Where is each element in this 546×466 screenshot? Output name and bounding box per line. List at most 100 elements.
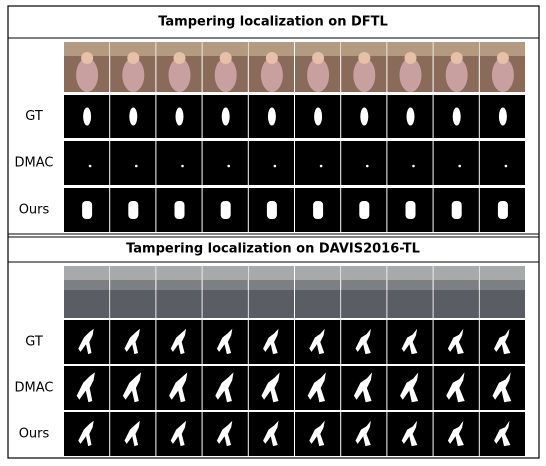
mask-shape <box>406 107 415 126</box>
mask-shape <box>129 107 138 126</box>
frame-detail <box>479 290 525 318</box>
mask-shape <box>504 164 508 168</box>
mask-shape <box>174 201 185 219</box>
frame-face <box>358 52 371 64</box>
mask-shape <box>366 164 369 168</box>
frame-detail <box>110 42 156 56</box>
mask-background <box>202 141 248 185</box>
mask-shape <box>76 372 95 403</box>
mask-shape <box>220 201 231 219</box>
frame-detail <box>295 266 341 280</box>
mask-shape <box>263 420 279 447</box>
mask-shape <box>452 107 461 126</box>
mask-shape <box>405 201 416 219</box>
mask-shape <box>122 372 142 403</box>
mask-shape <box>447 420 464 447</box>
frame-detail <box>387 266 433 280</box>
frame-detail <box>110 266 156 280</box>
mask-shape <box>170 420 187 447</box>
mask-shape <box>360 107 369 126</box>
mask-shape <box>313 201 324 219</box>
row-label: GT <box>25 335 43 350</box>
frame-detail <box>156 266 202 280</box>
mask-shape <box>175 107 184 126</box>
frame-person <box>76 58 99 92</box>
mask-shape <box>128 201 139 219</box>
frame-person <box>353 58 376 92</box>
mask-shape <box>355 328 371 355</box>
mask-shape <box>170 328 187 355</box>
mask-shape <box>169 372 188 403</box>
mask-shape <box>227 164 230 168</box>
row-label: Ours <box>19 427 50 442</box>
frame-face <box>312 52 325 64</box>
section-title: Tampering localization on DFTL <box>158 15 388 30</box>
mask-background <box>387 141 433 185</box>
mask-shape <box>307 372 326 403</box>
mask-background <box>295 141 341 185</box>
frame-detail <box>341 266 387 280</box>
frame-detail <box>110 290 156 318</box>
mask-shape <box>124 328 140 355</box>
mask-background <box>64 141 110 185</box>
row-label: DMAC <box>15 156 54 171</box>
mask-background <box>156 141 202 185</box>
frame-person <box>399 58 422 92</box>
mask-shape <box>494 420 511 447</box>
mask-background <box>479 141 525 185</box>
mask-shape <box>319 164 323 168</box>
frame-detail <box>433 42 479 56</box>
mask-shape <box>82 201 93 219</box>
frame-detail <box>202 42 248 56</box>
mask-shape <box>412 164 415 168</box>
mask-shape <box>83 107 92 126</box>
frame-face <box>173 52 186 64</box>
frame-detail <box>295 290 341 318</box>
frame-person <box>307 58 330 92</box>
frame-person <box>491 58 514 92</box>
frame-person <box>122 58 145 92</box>
mask-shape <box>446 372 465 403</box>
mask-shape <box>355 420 371 447</box>
frame-detail <box>202 290 248 318</box>
frame-detail <box>433 290 479 318</box>
frame-detail <box>295 42 341 56</box>
mask-shape <box>88 164 92 168</box>
frame-detail <box>433 266 479 280</box>
mask-shape <box>78 420 94 447</box>
frame-person <box>445 58 468 92</box>
mask-shape <box>309 328 325 355</box>
frame-detail <box>341 290 387 318</box>
mask-shape <box>494 328 511 355</box>
mask-shape <box>309 420 325 447</box>
row-label: GT <box>25 109 43 124</box>
mask-background <box>341 141 387 185</box>
mask-shape <box>263 328 279 355</box>
frame-person <box>168 58 191 92</box>
frame-detail <box>387 290 433 318</box>
mask-shape <box>447 328 464 355</box>
frame-person <box>214 58 237 92</box>
mask-shape <box>267 107 276 126</box>
row-label: Ours <box>19 203 50 218</box>
mask-shape <box>359 201 370 219</box>
mask-background <box>433 141 479 185</box>
frame-detail <box>387 42 433 56</box>
frame-detail <box>156 290 202 318</box>
mask-shape <box>181 164 184 168</box>
mask-shape <box>215 372 234 403</box>
mask-shape <box>124 420 140 447</box>
mask-shape <box>401 328 418 355</box>
frame-face <box>450 52 463 64</box>
row-label: DMAC <box>15 381 54 396</box>
frame-detail <box>156 42 202 56</box>
mask-shape <box>216 328 233 355</box>
mask-shape <box>497 201 508 219</box>
mask-shape <box>135 164 138 168</box>
frame-detail <box>64 266 110 280</box>
mask-shape <box>400 372 419 403</box>
mask-background <box>248 141 294 185</box>
frame-face <box>404 52 417 64</box>
frame-face <box>81 52 94 64</box>
